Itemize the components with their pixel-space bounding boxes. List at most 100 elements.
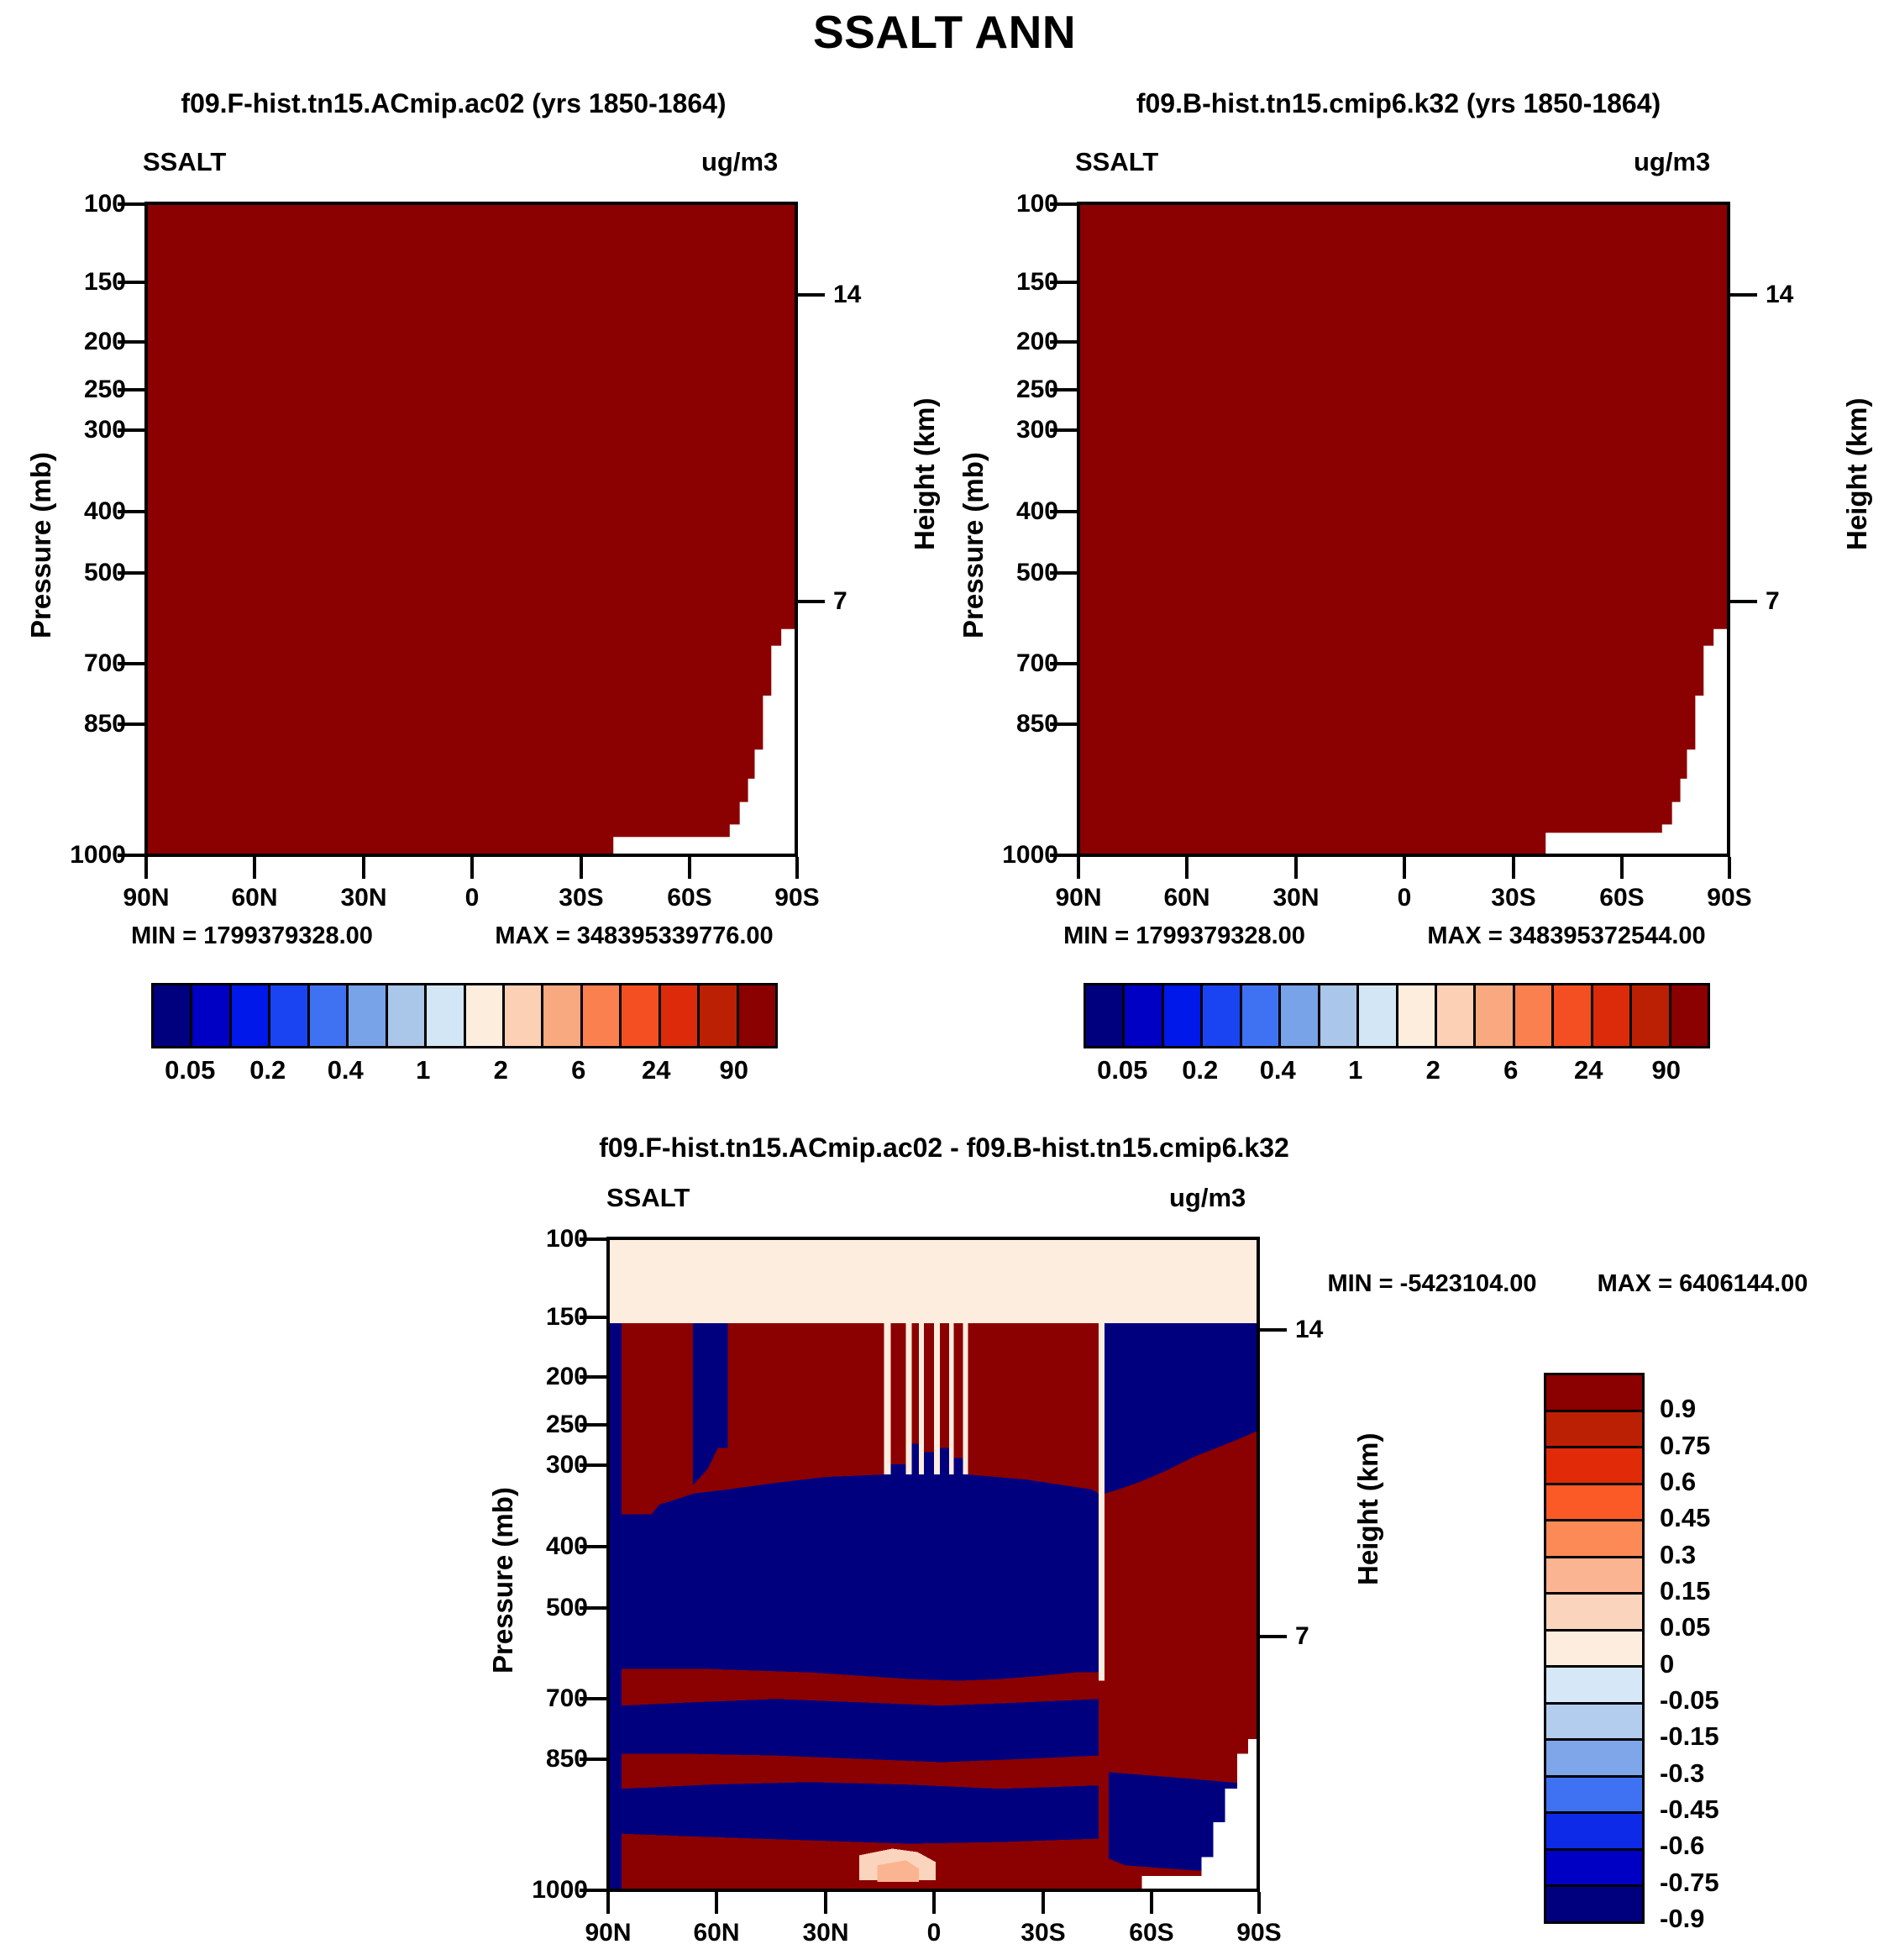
diff-legend-tick-label: 0.45 [1660,1503,1711,1533]
colorbar-cell [231,985,271,1046]
colorbar-tick-label: 1 [416,1055,431,1085]
colorbar-cell [1476,985,1515,1046]
colorbar-tick-label: 24 [1574,1055,1603,1085]
contour-fill-case2 [1080,205,1727,854]
colorbar-cell [1241,985,1282,1046]
diff-legend-tick-label: -0.15 [1660,1721,1719,1752]
colorbar-cell [1436,985,1477,1046]
diff-legend-cell [1546,1521,1642,1558]
height-axis-title-diff: Height (km) [1352,1432,1383,1586]
colorbar-cell [738,985,775,1046]
diff-legend-tick-label: -0.6 [1660,1831,1705,1861]
diff-legend-tick-label: 0.75 [1660,1430,1711,1460]
max-label-case2: MAX = 348395372544.00 [1427,922,1706,949]
diff-units-label: ug/m3 [1169,1183,1246,1212]
diff-legend-tick-label: 0.05 [1660,1612,1711,1642]
colorbar-cell [1125,985,1164,1046]
colorbar-cell [1203,985,1242,1046]
diff-legend-cell [1546,1484,1642,1522]
plot-area-case2 [1077,202,1730,857]
colorbar-cell [543,985,583,1046]
yaxis-title-diff: Pressure (mb) [487,1487,518,1674]
diff-variable-label: SSALT [606,1183,690,1212]
diff-legend-cell [1546,1850,1642,1888]
diff-legend-tick-label: 0.3 [1660,1539,1697,1569]
diff-legend-cell [1546,1777,1642,1815]
colorbar-cell [1554,985,1593,1046]
contour-fill-case1 [148,205,795,854]
colorbar-tick-label: 2 [493,1055,508,1085]
max-label-diff: MAX = 6406144.00 [1597,1270,1808,1297]
surface-mask-case1 [613,628,795,854]
diff-legend-cell [1546,1448,1642,1485]
min-label-case2: MIN = 1799379328.00 [1063,922,1305,949]
plot-area-case1 [144,202,798,857]
yaxis-title-case2: Pressure (mb) [958,452,989,638]
colorbar-cell [700,985,739,1046]
panel-title-case2: f09.B-hist.tn15.cmip6.k32 (yrs 1850-1864… [1136,88,1661,118]
diff-legend-tick-label: 0 [1660,1648,1675,1679]
colorbar-cell [427,985,466,1046]
colorbar-cell [1281,985,1320,1046]
diff-legend-cell [1546,1375,1642,1412]
colorbar-cell [1593,985,1633,1046]
colorbar-tick-label: 0.4 [1259,1055,1296,1085]
colorbar-tick-label: 0.2 [249,1055,286,1085]
diff-legend-tick-label: -0.9 [1660,1904,1705,1933]
diff-legend-cell [1546,1595,1642,1632]
panel1-variable-label: SSALT [143,147,227,176]
yaxis-title-case1: Pressure (mb) [25,452,56,638]
colorbar-cell [582,985,622,1046]
surface-mask-case2 [1545,628,1727,854]
panel-title-diff: f09.F-hist.tn15.ACmip.ac02 - f09.B-hist.… [599,1132,1289,1163]
colorbar-cell [1671,985,1708,1046]
colorbar-cell [309,985,349,1046]
diff-legend-cell [1546,1631,1642,1668]
colorbar-cell [349,985,388,1046]
colorbar-tick-label: 0.4 [327,1055,364,1085]
diff-legend-colorbar [1544,1373,1645,1924]
colorbar-case1 [151,983,778,1048]
panel-title-case1: f09.F-hist.tn15.ACmip.ac02 (yrs 1850-186… [181,88,727,118]
colorbar-cell [504,985,544,1046]
diff-legend-cell [1546,1668,1642,1705]
diff-legend-cell [1546,1704,1642,1742]
colorbar-tick-label: 0.05 [165,1055,216,1085]
colorbar-cell [1320,985,1360,1046]
diff-legend-tick-label: 0.9 [1660,1394,1697,1424]
diff-legend-cell [1546,1887,1642,1921]
diff-legend-cell [1546,1558,1642,1595]
diff-legend-tick-label: 0.15 [1660,1576,1711,1605]
diff-legend-cell [1546,1741,1642,1778]
colorbar-cell [1632,985,1671,1046]
colorbar-tick-label: 6 [571,1055,586,1085]
colorbar-tick-label: 0.2 [1182,1055,1219,1085]
colorbar-cell [1163,985,1204,1046]
page-title: SSALT ANN [812,6,1077,58]
colorbar-cell [1514,985,1555,1046]
colorbar-cell [154,985,193,1046]
diff-legend-cell [1546,1411,1642,1449]
plot-area-diff [606,1237,1260,1892]
min-label-case1: MIN = 1799379328.00 [131,922,373,949]
diff-legend-tick-label: -0.75 [1660,1867,1719,1897]
max-label-case1: MAX = 348395339776.00 [495,922,774,949]
colorbar-tick-label: 2 [1425,1055,1440,1085]
diff-legend-tick-label: -0.05 [1660,1685,1719,1715]
colorbar-cell [465,985,505,1046]
height-axis-title-case2: Height (km) [1841,397,1872,551]
panel1-units-label: ug/m3 [701,147,779,176]
diff-legend-tick-label: 0.6 [1660,1467,1697,1496]
diff-legend-tick-label: -0.45 [1660,1794,1719,1824]
height-axis-title-case1: Height (km) [909,397,940,551]
colorbar-cell [1359,985,1398,1046]
colorbar-cell [1398,985,1437,1046]
min-label-diff: MIN = -5423104.00 [1327,1270,1537,1297]
panel2-units-label: ug/m3 [1634,147,1711,176]
colorbar-cell [1086,985,1126,1046]
colorbar-cell [660,985,701,1046]
colorbar-tick-label: 6 [1503,1055,1519,1085]
contour-fill-diff [610,1322,1257,1889]
colorbar-case2 [1084,983,1710,1048]
colorbar-tick-label: 0.05 [1097,1055,1148,1085]
